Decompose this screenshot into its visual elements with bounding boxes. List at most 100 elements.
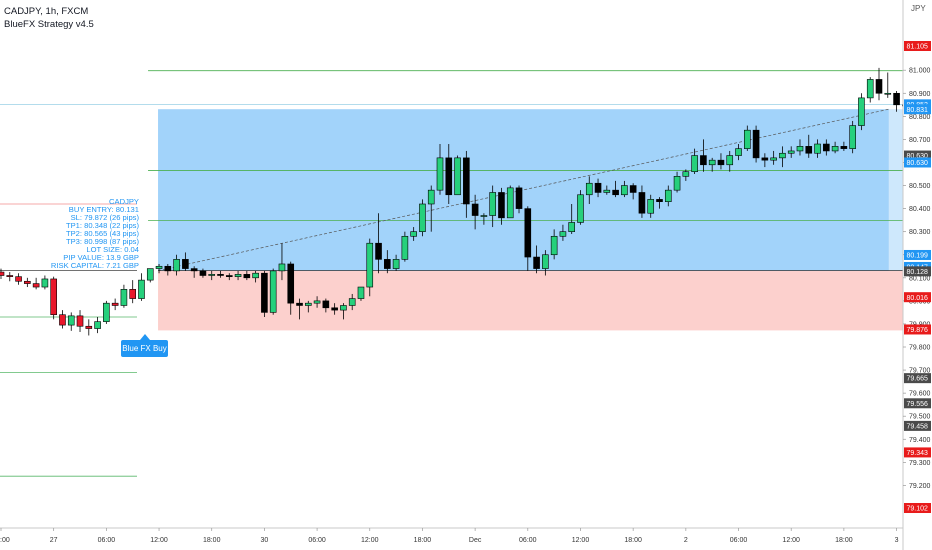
time-tick-label: 18:00 [835, 537, 853, 544]
candle [155, 263, 163, 274]
candle [568, 203, 576, 234]
price-axis-badge-label: 79.556 [907, 401, 929, 408]
candle [243, 270, 251, 281]
candle [533, 245, 540, 274]
price-axis-badge [904, 503, 931, 514]
candle [146, 268, 154, 283]
price-tick-label: 80.400 [909, 206, 931, 213]
price-tick-label: 80.900 [909, 91, 931, 98]
candle [419, 199, 426, 237]
candle [120, 284, 128, 308]
info-entry: BUY ENTRY: 80.131 [68, 205, 139, 215]
price-axis-badge-label: 79.102 [907, 506, 929, 513]
price-axis-badge-label: 80.016 [907, 295, 929, 302]
loss-zone [158, 270, 932, 331]
candle [85, 319, 93, 336]
time-tick-label: 12:00 [782, 537, 800, 544]
price-tick-label: 80.300 [909, 229, 931, 236]
candle [252, 270, 259, 283]
price-axis-badge [904, 373, 931, 384]
candle [59, 310, 66, 329]
price-axis-badge [904, 104, 931, 115]
candle [322, 298, 330, 313]
candle [875, 67, 883, 101]
info-risk-capital: RISK CAPITAL: 7.21 GBP [50, 261, 139, 271]
candle [384, 250, 391, 274]
time-tick-label: 30 [261, 537, 269, 544]
candle [348, 293, 356, 311]
time-tick-label: 06:00 [730, 537, 748, 544]
price-axis-badge-label: 80.831 [907, 107, 929, 114]
candle [208, 270, 216, 281]
price-tick-label: 80.500 [909, 183, 931, 190]
candle [796, 139, 804, 156]
price-axis-badge [904, 324, 931, 335]
time-tick-label: 18:00 [0, 537, 10, 544]
candle [138, 273, 145, 301]
candle [866, 77, 874, 103]
candle [225, 273, 233, 281]
info-lot-size: LOT SIZE: 0.04 [86, 245, 139, 255]
info-tp3: TP3: 80.998 (87 pips) [65, 237, 139, 247]
candle [691, 148, 698, 175]
time-tick-label: Dec [469, 537, 482, 544]
candle [190, 266, 198, 278]
price-tick-label: 79.400 [909, 437, 931, 444]
time-tick-label: 2 [684, 537, 688, 544]
price-axis-badge [904, 40, 931, 51]
candle [638, 185, 646, 218]
candle [823, 139, 830, 156]
candle [410, 227, 417, 241]
price-tick-label: 81.000 [909, 68, 931, 75]
buy-signal-label[interactable]: Blue FX Buy [121, 334, 168, 357]
candle [542, 250, 549, 276]
candle [814, 139, 821, 158]
candle [647, 194, 655, 218]
candle [805, 134, 813, 158]
candles [0, 67, 909, 336]
price-axis-badge-label: 79.343 [907, 450, 929, 457]
candle [436, 144, 444, 195]
candle [296, 298, 303, 320]
info-sl: SL: 79.872 (26 pips) [70, 213, 139, 223]
price-axis-badge [904, 150, 931, 161]
candle [726, 150, 734, 172]
price-axis-badge [904, 249, 931, 260]
price-axis-badge-label: 79.876 [907, 327, 929, 334]
candle [708, 157, 716, 172]
candle [743, 125, 751, 151]
price-axis-badge-label: 80.630 [907, 160, 929, 167]
candle [111, 298, 119, 311]
candle [700, 139, 707, 172]
candle [50, 276, 57, 320]
info-pip-value: PIP VALUE: 13.9 GBP [63, 253, 139, 263]
candle [682, 169, 690, 181]
candle [752, 125, 760, 163]
candle [24, 277, 31, 288]
price-axis-badge [904, 266, 931, 277]
candle [656, 197, 663, 209]
candle [664, 185, 672, 207]
price-axis[interactable]: 81.00080.90080.80080.70080.60080.50080.4… [902, 0, 932, 550]
time-tick-label: 18:00 [624, 537, 642, 544]
candle [603, 185, 611, 195]
candle [594, 178, 602, 198]
candle [471, 194, 479, 230]
time-tick-label: 12:00 [150, 537, 168, 544]
indicator-name: BlueFX Strategy v4.5 [4, 19, 94, 30]
candle [454, 155, 461, 196]
candle [463, 150, 470, 218]
candle [32, 277, 40, 290]
candle [559, 224, 567, 241]
time-axis[interactable]: 18:00 27 06:00 12:00 18:00 30 06:00 12:00 18:00 D… [0, 527, 903, 544]
candle [884, 72, 892, 98]
candle [129, 280, 136, 304]
time-tick-label: 3 [895, 537, 899, 544]
candle [199, 268, 207, 278]
candle [524, 206, 532, 271]
candle [515, 185, 523, 214]
price-tick-label: 80.100 [909, 275, 931, 282]
time-tick-label: 18:00 [203, 537, 221, 544]
candle [717, 153, 725, 170]
